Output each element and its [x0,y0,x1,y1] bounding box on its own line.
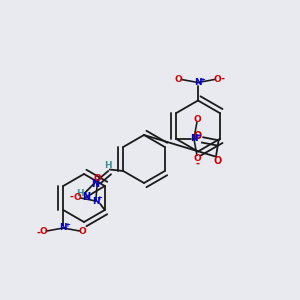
Text: N: N [190,134,198,143]
Text: +: + [64,222,70,228]
Text: O: O [74,194,82,202]
Text: N: N [92,196,100,206]
Text: -: - [36,227,40,238]
Text: H: H [104,160,112,169]
Text: O: O [175,75,182,84]
Text: O: O [40,227,48,236]
Text: O: O [93,174,101,183]
Text: +: + [97,195,103,201]
Text: -: - [69,192,73,202]
Text: O: O [214,156,222,166]
Text: O: O [193,154,201,163]
Text: N: N [194,78,202,87]
Text: O: O [194,131,202,141]
Text: +: + [199,76,205,82]
Text: -: - [196,158,200,168]
Text: N: N [82,192,90,203]
Text: O: O [79,227,87,236]
Text: O: O [193,115,201,124]
Text: -: - [221,74,225,84]
Text: +: + [195,133,201,139]
Text: O: O [214,75,221,84]
Text: N: N [91,178,99,189]
Text: H: H [76,189,83,198]
Text: N: N [59,224,67,232]
